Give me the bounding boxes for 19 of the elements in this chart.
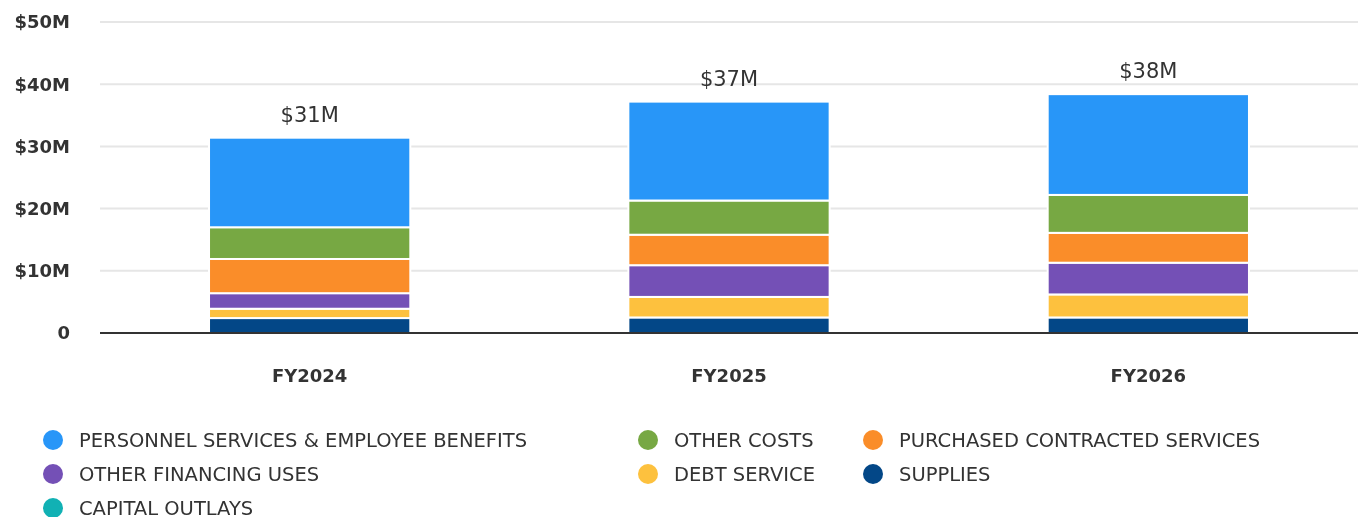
x-tick-label: FY2025 xyxy=(691,365,767,386)
y-tick-label: $20M xyxy=(14,197,70,219)
legend-label: SUPPLIES xyxy=(899,462,991,486)
y-tick-label: $50M xyxy=(14,11,70,33)
total-label: $37M xyxy=(699,66,759,91)
legend-label: OTHER COSTS xyxy=(674,428,814,452)
legend-label: DEBT SERVICE xyxy=(674,462,816,486)
total-label: $38M xyxy=(1119,59,1178,84)
legend-label: PURCHASED CONTRACTED SERVICES xyxy=(899,428,1261,452)
legend-label: CAPITAL OUTLAYS xyxy=(79,496,254,517)
y-tick-label: $40M xyxy=(14,73,70,95)
y-tick-label: $30M xyxy=(14,135,70,157)
y-tick-label: 0 xyxy=(57,322,70,344)
x-tick-label: FY2026 xyxy=(1110,365,1187,386)
x-tick-label: FY2024 xyxy=(271,365,348,386)
total-label: $31M xyxy=(280,102,339,127)
legend-label: OTHER FINANCING USES xyxy=(79,462,320,486)
y-tick-label: $10M xyxy=(14,260,70,282)
legend-label: PERSONNEL SERVICES & EMPLOYEE BENEFITS xyxy=(79,428,528,452)
